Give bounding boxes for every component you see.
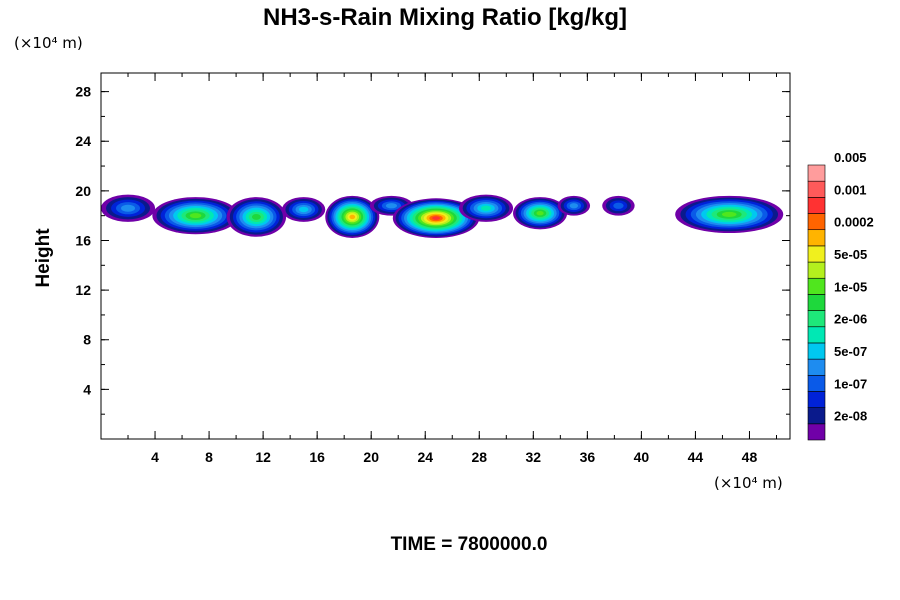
field-contour [298,206,309,213]
x-tick-label: 8 [205,449,213,465]
y-tick-label: 4 [83,381,91,397]
field-cell [101,194,156,222]
field-contour [721,211,737,217]
colorbar-swatch [807,326,826,344]
plot-area [101,73,790,439]
y-tick-label: 12 [75,282,91,298]
field-contour [432,216,440,220]
x-tick-label: 32 [526,449,542,465]
colorbar-swatch [807,164,826,182]
field-contour [349,214,356,220]
field-contour [121,204,136,212]
y-tick-label: 24 [75,133,91,149]
x-axis-unit-label: (×10⁴ m) [714,474,783,492]
x-tick-label: 4 [151,449,159,465]
x-tick-label: 44 [688,449,704,465]
field-contour [385,203,398,209]
colorbar-swatch [807,294,826,311]
colorbar-swatch [807,407,826,425]
colorbar-swatch [807,197,826,214]
colorbar-label: 1e-07 [834,376,867,391]
colorbar-swatch [807,245,826,263]
field-contour [536,211,544,216]
colorbar-label: 5e-07 [834,344,867,359]
time-label: TIME = 7800000.0 [391,534,548,555]
y-tick-label: 8 [83,332,91,348]
plot-frame [100,72,791,440]
colorbar-label: 2e-06 [834,312,867,327]
colorbar-swatch [807,423,826,441]
x-tick-label: 20 [363,449,379,465]
field-contour [189,213,202,219]
colorbar-swatch [807,277,826,295]
colorbar-swatch [807,261,826,279]
field-cell [513,197,568,230]
plot-background [101,73,790,439]
mixing-ratio-field [101,194,784,239]
x-tick-label: 40 [634,449,650,465]
y-tick-label: 20 [75,183,91,199]
field-cell [226,197,287,237]
y-tick-label: 16 [75,232,91,248]
field-cell [675,195,784,234]
colorbar-swatch [807,310,826,328]
y-axis-label: Height [33,228,54,288]
colorbar: 2e-08 1e-07 5e-07 2e-06 1e-05 5e-05 0.0002 0.00… [807,150,874,441]
colorbar-label: 1e-05 [834,279,867,294]
x-tick-label: 28 [471,449,487,465]
field-cell [325,195,380,239]
field-contour [251,213,261,220]
colorbar-swatch [807,180,826,198]
field-contour [569,203,579,209]
colorbar-swatch [807,391,826,408]
colorbar-swatch [807,374,826,392]
x-tick-label: 48 [742,449,758,465]
field-cell [152,197,239,235]
field-cell [392,198,480,239]
y-tick-label: 28 [75,84,91,100]
colorbar-swatch [807,342,826,360]
field-cell [557,195,591,216]
colorbar-label: 5e-05 [834,247,867,262]
x-tick-label: 24 [417,449,433,465]
chart-title: NH3-s-Rain Mixing Ratio [kg/kg] [263,4,627,31]
x-tick-label: 16 [309,449,325,465]
field-contour [480,205,492,211]
x-tick-label: 36 [580,449,596,465]
colorbar-label: 0.001 [834,182,867,197]
field-cell [459,194,514,222]
x-tick-label: 12 [255,449,271,465]
colorbar-swatch [807,229,826,247]
colorbar-label: 0.005 [834,150,867,165]
field-cell [602,195,635,216]
colorbar-label: 2e-08 [834,409,867,424]
colorbar-swatch [807,213,826,231]
y-axis-unit-label: (×10⁴ m) [14,34,83,52]
colorbar-swatch [807,358,826,376]
colorbar-label: 0.0002 [834,215,874,230]
field-contour [613,202,624,209]
field-cell [282,197,326,222]
